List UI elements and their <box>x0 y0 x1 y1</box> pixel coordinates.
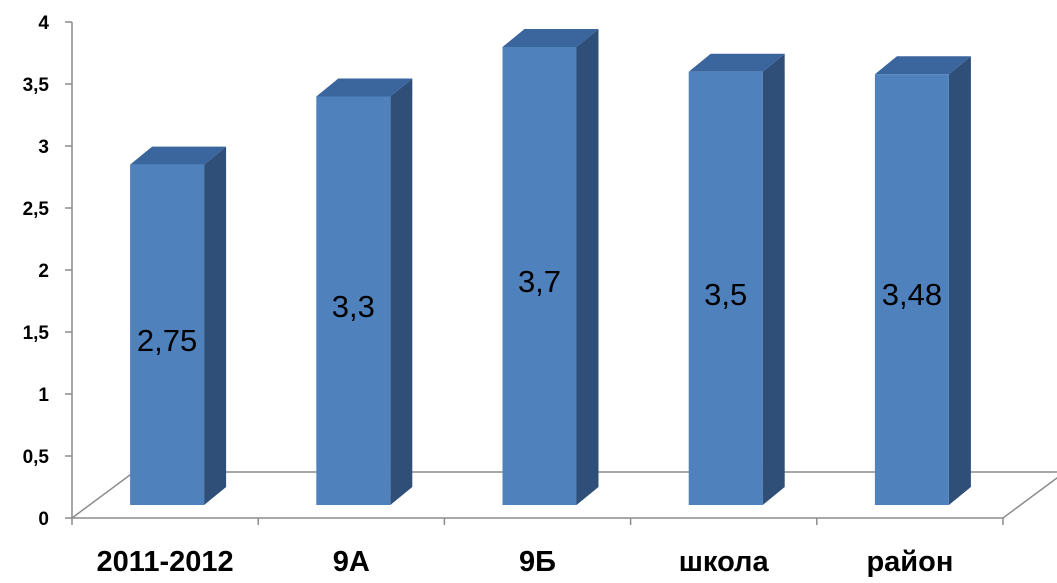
bar-front <box>688 71 763 505</box>
bar-front <box>130 164 205 505</box>
bar-top <box>874 56 971 75</box>
bar-front <box>874 74 949 506</box>
floor-outline <box>69 471 1057 519</box>
bar-front <box>316 96 391 505</box>
x-tick-label: район <box>866 546 953 578</box>
bar <box>130 146 227 505</box>
x-tick-label: школа <box>679 546 770 578</box>
y-tick-label: 3 <box>38 137 49 158</box>
bar-side <box>576 29 599 505</box>
y-tick-label: 1,5 <box>23 323 50 344</box>
bar-top <box>502 29 599 47</box>
y-axis: 0 0,5 1 1,5 2 2,5 3 3,5 4 <box>23 13 73 530</box>
y-tick-label: 3,5 <box>23 75 50 96</box>
bar-side <box>948 56 971 506</box>
bar-top <box>316 78 413 97</box>
x-axis: 2011-2012 9А 9Б школа район <box>71 518 1004 578</box>
data-label: 3,48 <box>882 277 942 312</box>
chart-floor <box>69 471 1057 519</box>
x-tick-label: 2011-2012 <box>97 546 234 578</box>
x-tick-label: 9Б <box>519 546 556 578</box>
y-tick-label: 2 <box>38 261 49 282</box>
y-tick-label: 0,5 <box>23 447 50 468</box>
bars <box>130 29 971 506</box>
x-tick-label: 9А <box>333 546 370 578</box>
bar-side <box>204 146 227 505</box>
bar-top <box>688 53 785 72</box>
data-label: 3,5 <box>704 277 747 312</box>
y-tick-label: 2,5 <box>23 199 50 220</box>
y-tick-label: 1 <box>38 385 49 406</box>
bar <box>688 53 785 506</box>
bar-side <box>390 78 413 505</box>
y-tick-label: 0 <box>38 509 49 530</box>
bar-side <box>762 53 785 506</box>
y-tick-label: 4 <box>38 13 49 34</box>
bar <box>874 56 971 506</box>
bar <box>502 29 599 505</box>
data-labels: 2,75 3,3 3,7 3,5 3,48 <box>137 264 942 358</box>
data-label: 2,75 <box>137 323 197 358</box>
bar <box>316 78 413 505</box>
bar-front <box>502 47 577 505</box>
data-label: 3,7 <box>518 264 561 299</box>
data-label: 3,3 <box>332 289 375 324</box>
bar-top <box>130 146 227 165</box>
